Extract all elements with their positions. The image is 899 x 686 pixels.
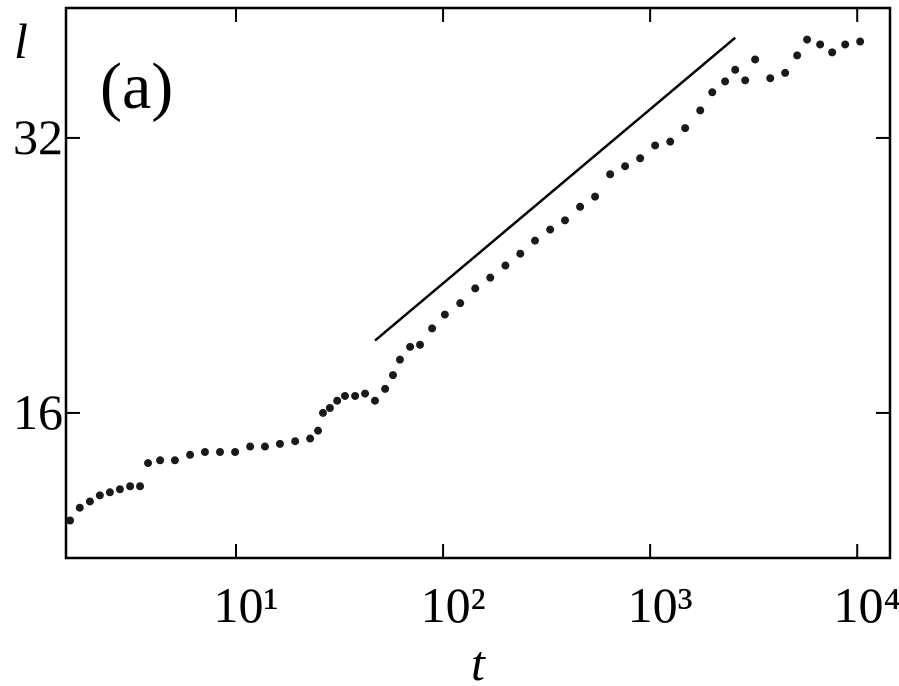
data-point	[144, 459, 153, 468]
data-point	[591, 192, 600, 201]
x-tick-label: 10¹	[214, 577, 279, 633]
data-point	[486, 273, 495, 282]
data-point	[456, 299, 465, 308]
data-point	[803, 35, 812, 44]
data-point	[828, 48, 837, 57]
data-point	[325, 404, 334, 413]
data-point	[170, 456, 179, 465]
data-point	[156, 456, 165, 465]
panel-label: (a)	[100, 50, 173, 123]
data-point	[126, 482, 135, 491]
x-tick-label: 10⁴	[833, 577, 899, 633]
data-point	[731, 65, 740, 74]
data-point	[666, 137, 675, 146]
data-point	[428, 324, 437, 333]
data-point	[231, 447, 240, 456]
data-point	[841, 40, 850, 49]
x-tick-label: 10³	[628, 577, 693, 633]
plot-frame	[64, 6, 892, 560]
data-point	[246, 442, 255, 451]
x-axis-label: t	[471, 635, 486, 686]
data-point	[333, 396, 342, 405]
data-point	[546, 225, 555, 234]
data-point	[751, 55, 760, 64]
data-point	[501, 261, 510, 270]
data-point	[186, 450, 195, 459]
data-point	[621, 162, 630, 171]
data-point	[651, 141, 660, 150]
data-point	[381, 384, 390, 393]
data-point	[681, 124, 690, 133]
data-point	[856, 37, 865, 46]
data-point	[793, 51, 802, 60]
data-point	[721, 77, 730, 86]
y-axis-label: l	[14, 13, 28, 69]
data-point	[275, 439, 284, 448]
data-point	[105, 488, 114, 497]
data-point	[741, 76, 750, 85]
data-point	[516, 249, 525, 258]
data-point	[136, 482, 145, 491]
data-point	[636, 154, 645, 163]
data-point	[361, 389, 370, 398]
data-point	[314, 426, 323, 435]
data-point	[816, 40, 825, 49]
data-point	[370, 396, 379, 405]
data-point	[351, 391, 360, 400]
guide-line	[374, 36, 737, 342]
data-point	[260, 442, 269, 451]
y-tick-label: 16	[13, 384, 63, 440]
data-point	[75, 503, 84, 512]
data-point	[340, 391, 349, 400]
data-point	[531, 236, 540, 245]
data-point	[85, 497, 94, 506]
data-point	[440, 310, 449, 319]
data-point	[115, 485, 124, 494]
data-point	[576, 202, 585, 211]
y-tick-label: 32	[13, 109, 63, 165]
data-point	[766, 74, 775, 83]
data-point	[95, 491, 104, 500]
data-point	[291, 437, 300, 446]
data-point	[388, 371, 397, 380]
data-point	[200, 447, 209, 456]
data-point	[306, 434, 315, 443]
data-point	[696, 106, 705, 115]
data-point	[416, 340, 425, 349]
data-point	[66, 516, 75, 525]
data-point	[216, 447, 225, 456]
x-tick-label: 10²	[421, 577, 486, 633]
data-point	[561, 216, 570, 225]
data-point	[318, 408, 327, 417]
data-point	[395, 355, 404, 364]
data-point	[471, 284, 480, 293]
data-point	[781, 68, 790, 77]
data-point	[406, 342, 415, 351]
data-point	[708, 88, 717, 97]
data-point	[606, 170, 615, 179]
